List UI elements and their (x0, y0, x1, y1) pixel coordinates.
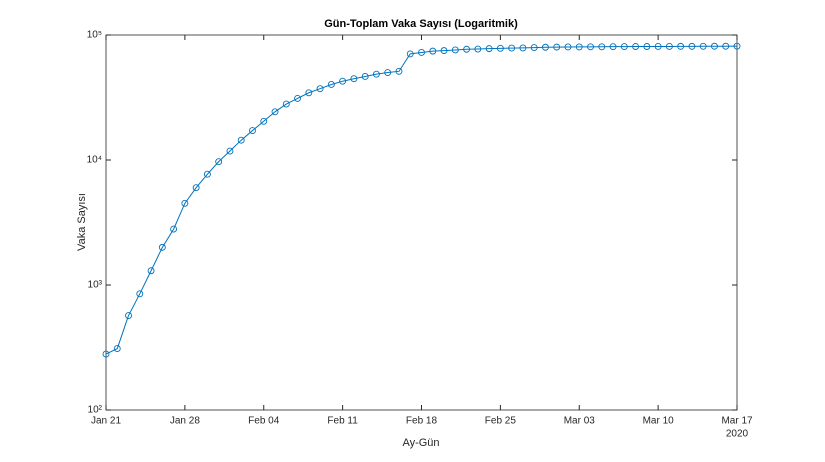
x-tick-label: Mar 17 (721, 416, 753, 427)
data-point (327, 81, 335, 88)
data-point (350, 75, 358, 83)
data-point (136, 290, 144, 298)
data-point (237, 136, 245, 144)
data-point (496, 44, 504, 52)
data-point (632, 43, 640, 50)
chart-title: Gün-Toplam Vaka Sayısı (Logaritmik) (324, 18, 518, 30)
x-tick-label: Mar 03 (564, 416, 596, 427)
data-point (733, 42, 741, 50)
data-point (564, 43, 572, 51)
data-point (372, 70, 380, 78)
y-tick-label: 10⁴ (87, 155, 102, 166)
data-point (665, 42, 673, 50)
data-point (440, 47, 448, 55)
x-tick-label: Mar 10 (643, 416, 675, 427)
data-point (530, 44, 538, 52)
data-point (575, 43, 583, 51)
x-tick-label: Feb 04 (248, 416, 280, 427)
x-tick-label: Jan 28 (170, 416, 200, 427)
data-point (654, 42, 662, 50)
data-point (643, 43, 651, 50)
x-tick-label: Jan 21 (91, 416, 121, 427)
data-point (677, 42, 685, 50)
data-point (181, 199, 189, 207)
data-line (105, 45, 738, 355)
data-point (429, 47, 437, 55)
data-point (147, 267, 155, 275)
data-point (113, 345, 121, 353)
data-point (541, 43, 549, 51)
data-point (711, 42, 718, 50)
data-point (609, 43, 617, 51)
data-point (102, 350, 110, 358)
data-point (170, 225, 178, 233)
data-point (519, 44, 527, 52)
x-year-label: 2020 (726, 429, 749, 440)
data-point (620, 43, 628, 51)
data-point (215, 158, 223, 166)
plot-box (105, 34, 738, 411)
x-tick-label: Feb 18 (406, 416, 438, 427)
data-point (384, 69, 392, 76)
data-point (226, 147, 234, 155)
data-point (125, 312, 132, 319)
x-tick-label: Feb 25 (485, 416, 517, 427)
data-point (249, 127, 256, 135)
data-point (598, 43, 606, 51)
data-point (260, 117, 268, 125)
y-tick-label: 10⁵ (87, 30, 102, 41)
y-axis-label: Vaka Sayısı (76, 193, 88, 251)
data-point (508, 44, 516, 52)
data-point (406, 50, 414, 58)
data-point (451, 46, 459, 54)
data-point (361, 73, 369, 80)
data-point (722, 42, 730, 50)
data-point (271, 108, 279, 116)
x-axis-label: Ay-Gün (402, 437, 439, 449)
data-point (474, 45, 482, 53)
data-point (305, 89, 313, 97)
data-point (192, 184, 200, 192)
data-point (395, 67, 403, 75)
data-point (688, 42, 696, 50)
data-point (339, 77, 347, 85)
data-point (699, 42, 707, 50)
data-point (282, 100, 290, 108)
data-point (316, 85, 324, 93)
data-point (418, 49, 425, 56)
data-point (294, 94, 302, 102)
data-point (158, 243, 166, 251)
data-point (463, 45, 471, 53)
data-point (553, 43, 561, 51)
data-point (587, 43, 594, 51)
y-tick-label: 10³ (88, 280, 103, 291)
data-point (203, 170, 211, 178)
y-tick-label: 10² (88, 405, 103, 416)
x-tick-label: Feb 11 (327, 416, 358, 427)
data-point (485, 45, 493, 53)
